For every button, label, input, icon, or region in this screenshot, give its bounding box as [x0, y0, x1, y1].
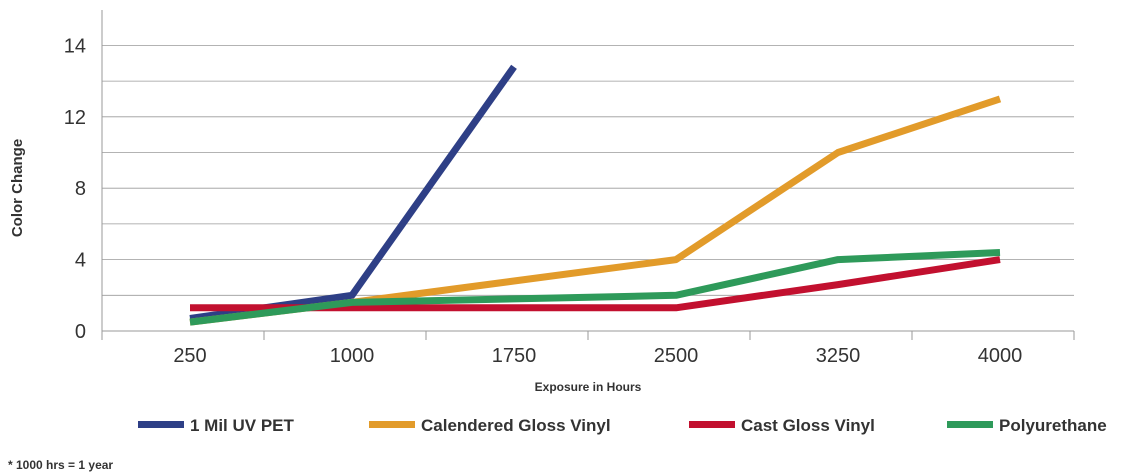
y-tick-label: 8 [75, 178, 86, 200]
y-tick-label: 14 [64, 35, 86, 57]
legend-label: Cast Gloss Vinyl [741, 416, 875, 435]
x-tick-label: 250 [173, 345, 206, 367]
y-tick-label: 4 [75, 250, 86, 272]
series-line [189, 64, 517, 322]
footnote: * 1000 hrs = 1 year [8, 458, 113, 472]
legend-swatch [947, 421, 993, 428]
y-axis-label: Color Change [9, 139, 26, 237]
x-tick-label: 1000 [330, 345, 375, 367]
legend-label: 1 Mil UV PET [190, 416, 295, 435]
series-lines [189, 64, 1002, 326]
y-tick-labels: 0 4 8 12 14 [64, 35, 86, 343]
y-tick-label: 0 [75, 321, 86, 343]
x-tick-label: 1750 [492, 345, 537, 367]
series-line [189, 95, 1002, 326]
legend-swatch [369, 421, 415, 428]
axes [101, 10, 1075, 340]
legend-swatch [138, 421, 184, 428]
gridlines [102, 45, 1074, 296]
x-tick-label: 3250 [816, 345, 861, 367]
legend-swatch [689, 421, 735, 428]
legend: 1 Mil UV PET Calendered Gloss Vinyl Cast G… [138, 416, 1107, 435]
x-tick-label: 4000 [978, 345, 1023, 367]
x-axis-label: Exposure in Hours [535, 380, 642, 394]
legend-label: Polyurethane [999, 416, 1107, 435]
series-line [189, 249, 1001, 326]
x-tick-label: 2500 [654, 345, 699, 367]
x-tick-labels: 250 1000 1750 2500 3250 4000 [173, 345, 1022, 367]
y-tick-label: 12 [64, 107, 86, 129]
legend-label: Calendered Gloss Vinyl [421, 416, 611, 435]
